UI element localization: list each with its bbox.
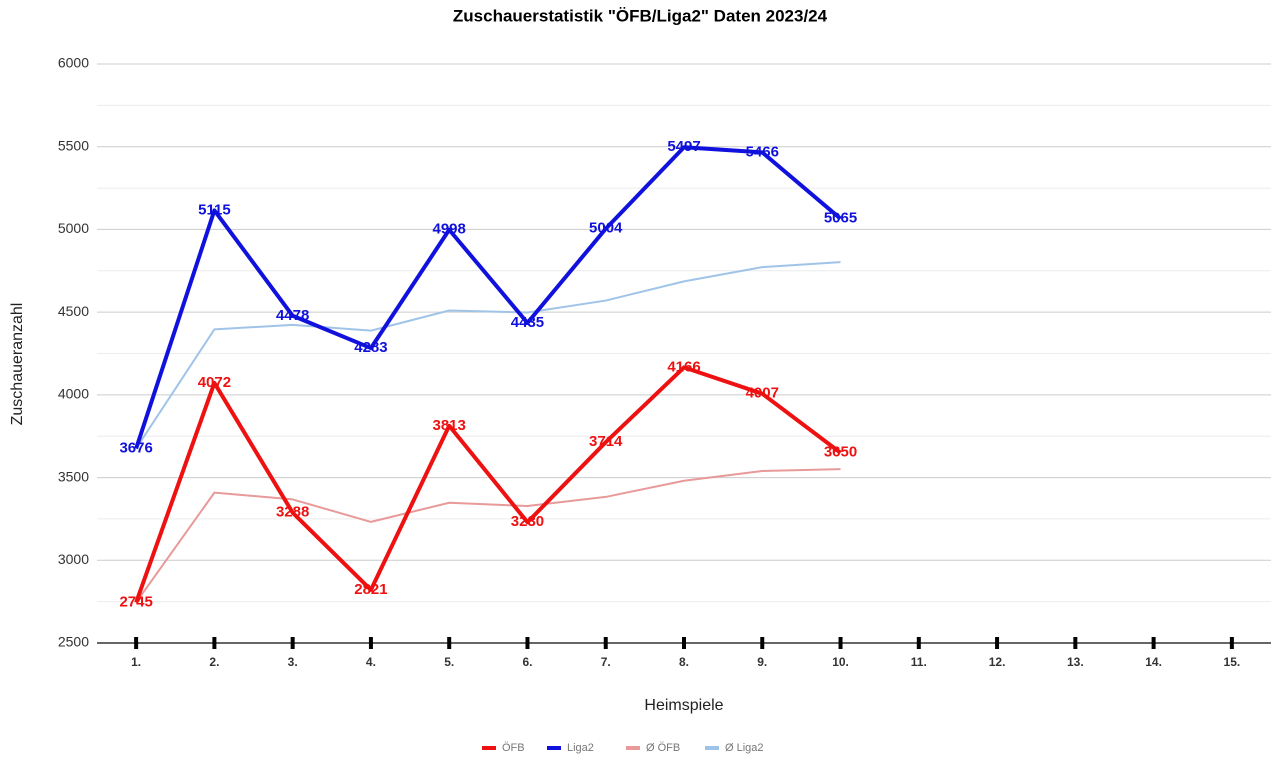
legend: ÖFB Liga2 Ø ÖFB Ø Liga2 xyxy=(482,742,764,754)
data-label: 4007 xyxy=(746,385,779,402)
x-tick-label: 11. xyxy=(911,655,927,669)
data-label: 5497 xyxy=(667,138,700,155)
x-tick-label: 4. xyxy=(366,655,376,669)
data-label: 5466 xyxy=(746,143,779,160)
data-label: 4166 xyxy=(667,358,700,375)
x-tick-label: 8. xyxy=(679,655,689,669)
y-tick-label: 4000 xyxy=(58,386,89,402)
x-tick-label: 3. xyxy=(288,655,298,669)
series-line xyxy=(135,468,841,604)
data-label: 4998 xyxy=(433,221,466,238)
x-tick-label: 13. xyxy=(1067,655,1084,669)
data-label: 2821 xyxy=(354,581,387,598)
y-axis-label: Zuschaueranzahl xyxy=(9,303,26,426)
data-label: 4478 xyxy=(276,307,309,324)
data-label: 4072 xyxy=(198,374,231,391)
x-tick-label: 1. xyxy=(131,655,141,669)
data-label: 5115 xyxy=(198,201,231,218)
legend-label: ÖFB xyxy=(502,742,525,754)
legend-label: Liga2 xyxy=(567,742,594,754)
data-label: 3230 xyxy=(511,513,544,530)
x-tick-label: 12. xyxy=(989,655,1006,669)
data-label: 3676 xyxy=(119,439,152,456)
legend-label: Ø ÖFB xyxy=(646,742,680,754)
y-tick-label: 3000 xyxy=(58,551,89,567)
x-tick-label: 7. xyxy=(601,655,611,669)
x-tick-label: 6. xyxy=(522,655,532,669)
x-tick-label: 2. xyxy=(209,655,219,669)
data-label: 4283 xyxy=(354,339,387,356)
y-tick-label: 4500 xyxy=(58,303,89,319)
x-tick-label: 5. xyxy=(444,655,454,669)
data-label: 3714 xyxy=(589,433,623,450)
chart-title: Zuschauerstatistik "ÖFB/Liga2" Daten 202… xyxy=(453,6,828,25)
data-label: 3813 xyxy=(433,417,466,434)
y-tick-label: 2500 xyxy=(58,634,89,650)
series-line xyxy=(134,365,842,604)
y-tick-label: 5500 xyxy=(58,137,89,153)
x-tick-label: 10. xyxy=(832,655,849,669)
y-tick-label: 5000 xyxy=(58,220,89,236)
x-tick-label: 9. xyxy=(757,655,767,669)
data-label: 5065 xyxy=(824,210,857,227)
x-tick-label: 14. xyxy=(1145,655,1162,669)
data-label: 3650 xyxy=(824,444,857,461)
y-tick-label: 6000 xyxy=(58,55,89,71)
y-tick-label: 3500 xyxy=(58,468,89,484)
series-line xyxy=(135,261,841,450)
data-label: 5004 xyxy=(589,220,623,237)
series-line xyxy=(134,145,842,450)
legend-label: Ø Liga2 xyxy=(725,742,764,754)
data-label: 4435 xyxy=(511,314,544,331)
data-label: 2745 xyxy=(119,593,152,610)
x-tick-label: 15. xyxy=(1224,655,1241,669)
x-axis-label: Heimspiele xyxy=(644,697,723,714)
data-label: 3288 xyxy=(276,504,309,521)
